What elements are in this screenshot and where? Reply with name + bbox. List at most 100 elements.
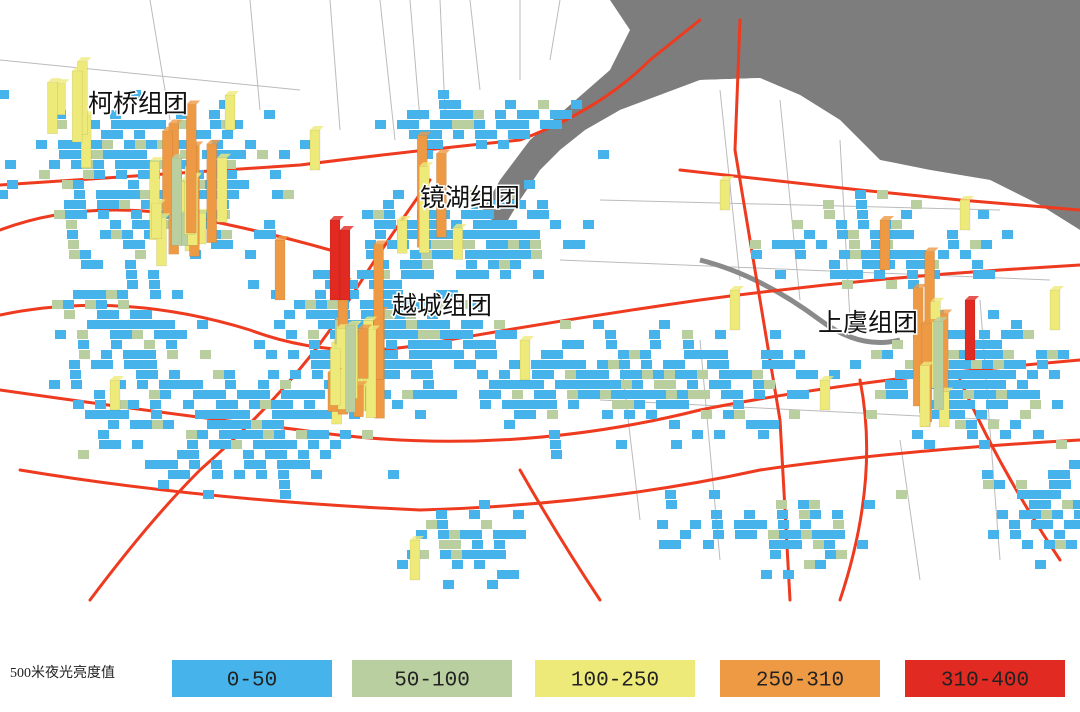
cell: [892, 230, 903, 239]
cell: [567, 390, 578, 399]
cell: [452, 560, 463, 569]
cell: [314, 390, 325, 399]
cell: [439, 540, 450, 549]
cell: [670, 540, 681, 549]
cell: [587, 370, 598, 379]
cell: [882, 350, 893, 359]
cell: [1029, 500, 1040, 509]
cell: [124, 360, 135, 369]
cell: [682, 330, 693, 339]
cell: [393, 190, 404, 199]
cell: [772, 240, 783, 249]
cell: [712, 520, 723, 529]
cell: [762, 360, 773, 369]
cell: [885, 380, 896, 389]
cell: [65, 210, 76, 219]
cell: [517, 110, 528, 119]
cell: [735, 530, 746, 539]
cell: [849, 240, 860, 249]
cell: [265, 230, 276, 239]
bar-top: [730, 286, 744, 290]
cell: [133, 120, 144, 129]
cell: [385, 330, 396, 339]
cell: [992, 350, 1003, 359]
cell: [7, 180, 18, 189]
bar-top: [363, 316, 378, 321]
cell: [204, 390, 215, 399]
cell: [438, 530, 449, 539]
cell: [392, 290, 403, 299]
cell: [981, 350, 992, 359]
sea: [480, 0, 1080, 230]
cell: [238, 180, 249, 189]
cell: [209, 110, 220, 119]
cell: [222, 130, 233, 139]
cell: [855, 190, 866, 199]
cell: [571, 100, 582, 109]
cell: [678, 400, 689, 409]
cell: [375, 230, 386, 239]
cell: [823, 530, 834, 539]
cell: [974, 390, 985, 399]
cell: [219, 430, 230, 439]
cell: [239, 410, 250, 419]
cell: [421, 360, 432, 369]
cell: [1059, 470, 1070, 479]
bar-top: [162, 126, 177, 131]
cell: [600, 390, 611, 399]
cell: [709, 380, 720, 389]
cell: [62, 180, 73, 189]
cell: [426, 520, 437, 529]
cell: [152, 420, 163, 429]
cell: [177, 120, 188, 129]
cell: [108, 200, 119, 209]
cell: [776, 500, 787, 509]
cell: [894, 250, 905, 259]
cell: [130, 420, 141, 429]
cell: [905, 250, 916, 259]
cell: [286, 330, 297, 339]
cell: [659, 320, 670, 329]
cell: [440, 330, 451, 339]
cell: [281, 390, 292, 399]
cell: [410, 360, 421, 369]
cell: [496, 120, 507, 129]
cell: [348, 290, 359, 299]
cell: [303, 390, 314, 399]
cell: [96, 410, 107, 419]
bar-top: [196, 209, 211, 214]
bar-side: [47, 82, 58, 134]
cell: [550, 110, 561, 119]
cell: [110, 440, 121, 449]
cell: [800, 520, 811, 529]
cell: [450, 540, 461, 549]
cell: [115, 160, 126, 169]
cell: [440, 110, 451, 119]
cell: [988, 420, 999, 429]
cell: [69, 360, 80, 369]
cell: [73, 400, 84, 409]
cell: [484, 220, 495, 229]
cell: [857, 540, 868, 549]
cell: [137, 160, 148, 169]
cell: [87, 320, 98, 329]
cell: [494, 320, 505, 329]
cell: [779, 530, 790, 539]
cell: [575, 360, 586, 369]
cell: [839, 250, 850, 259]
cell: [780, 540, 791, 549]
cell: [483, 210, 494, 219]
cell: [248, 280, 259, 289]
cell: [677, 390, 688, 399]
cell: [1027, 370, 1038, 379]
cell: [634, 400, 645, 409]
cell: [602, 410, 613, 419]
cell: [463, 340, 474, 349]
cell: [1029, 390, 1040, 399]
cell: [667, 400, 678, 409]
cell: [532, 370, 543, 379]
cell: [824, 540, 835, 549]
cell: [5, 160, 16, 169]
cell: [717, 350, 728, 359]
